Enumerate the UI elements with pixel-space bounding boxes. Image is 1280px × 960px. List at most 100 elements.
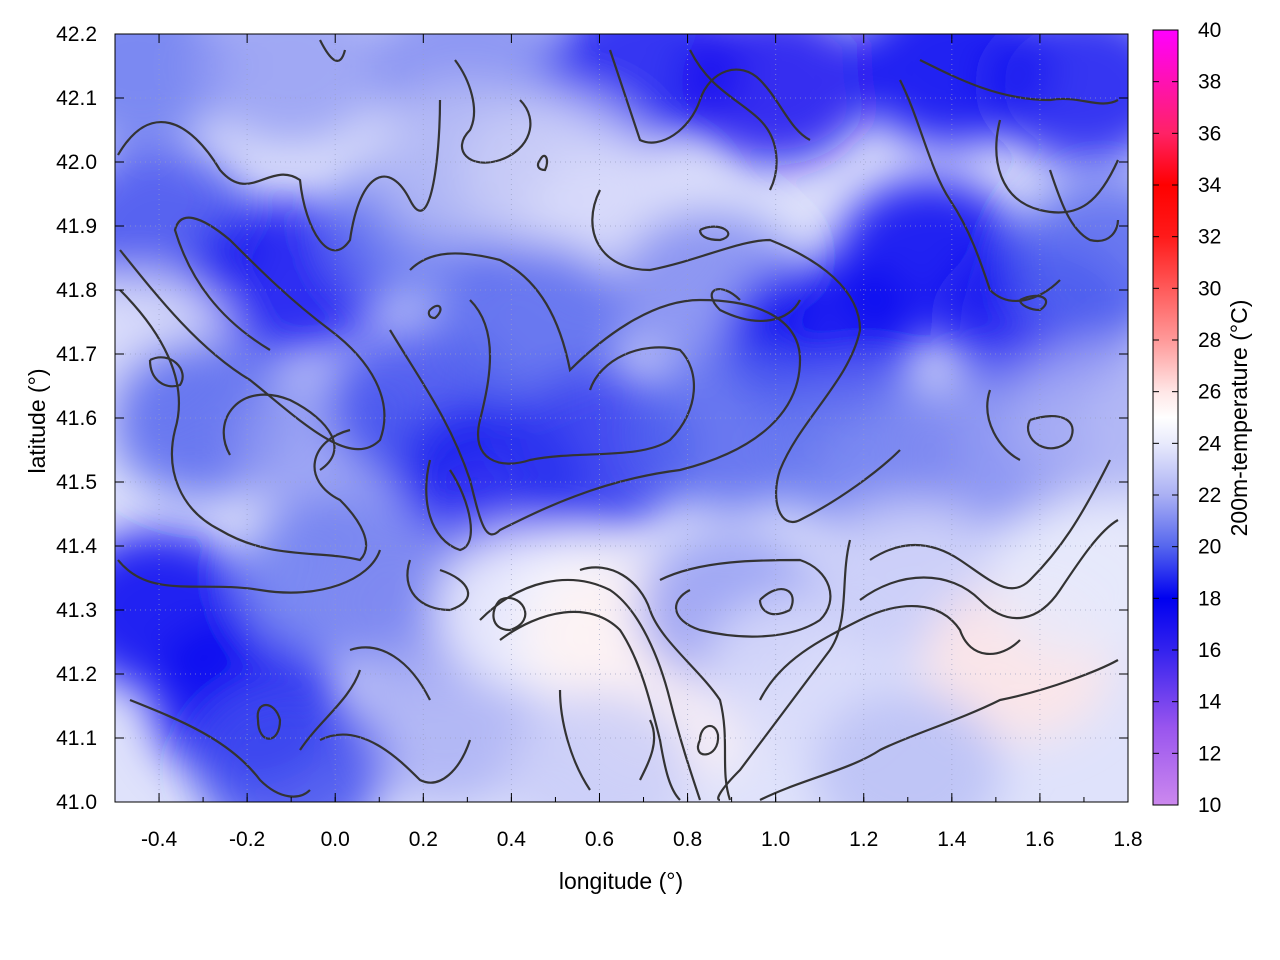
colorbar-tick-label: 16 xyxy=(1198,639,1221,662)
contour-line xyxy=(222,393,336,471)
contour-line xyxy=(759,604,1021,701)
contour-line xyxy=(479,578,702,801)
contour-line xyxy=(536,154,549,172)
y-tick-label: 41.5 xyxy=(56,471,97,494)
y-tick-label: 42.1 xyxy=(56,87,97,110)
contour-line xyxy=(659,558,832,638)
y-axis: 41.0 41.1 41.2 41.3 41.4 41.5 41.6 41.7 41.8 41.9… xyxy=(56,23,1128,814)
colorbar-fill xyxy=(1153,30,1178,805)
colorbar: 10 12 14 16 18 20 22 24 26 28 30 32 34 36 38 40 xyxy=(1152,19,1222,817)
colorbar-tick-label: 22 xyxy=(1198,484,1221,507)
contour-line xyxy=(919,59,1119,105)
x-axis: -0.4 -0.2 0.0 0.2 0.4 0.6 0.8 1.0 1.2 1.4 1.6 1.8 xyxy=(114,34,1143,851)
colorbar-tick-label: 26 xyxy=(1198,381,1221,404)
y-tick-label: 41.8 xyxy=(56,279,97,302)
colorbar-frame xyxy=(1152,29,1179,806)
contour-line xyxy=(454,59,532,164)
contour-line xyxy=(119,216,386,451)
x-tick-label: -0.4 xyxy=(141,828,178,851)
contour-line xyxy=(492,597,527,632)
heatmap-sample xyxy=(1011,338,1128,498)
y-tick-label: 41.7 xyxy=(56,343,97,366)
colorbar-tick-label: 24 xyxy=(1198,432,1222,455)
contour-line xyxy=(469,299,696,465)
contour-line xyxy=(389,252,802,536)
contour-line xyxy=(427,304,442,320)
contour-line xyxy=(117,99,442,252)
y-tick-label: 41.2 xyxy=(56,663,97,686)
grid-lines xyxy=(115,34,1128,802)
colorbar-tick-label: 32 xyxy=(1198,226,1221,249)
y-tick-label: 42.2 xyxy=(56,23,97,46)
contour-line xyxy=(1027,415,1074,450)
colorbar-tick-label: 40 xyxy=(1198,19,1221,42)
y-tick-label: 42.0 xyxy=(56,151,97,174)
heatmap-sample xyxy=(680,34,871,166)
contour-line xyxy=(558,689,591,791)
colorbar-tick-label: 38 xyxy=(1198,71,1221,94)
heatmap-sample xyxy=(1011,178,1128,338)
contour-line xyxy=(698,225,730,242)
contour-line xyxy=(696,724,720,756)
plot-area: -0.4 -0.2 0.0 0.2 0.4 0.6 0.8 1.0 1.2 1.4 1.6 1.8 4… xyxy=(56,23,1143,851)
heatmap-sample xyxy=(196,34,387,146)
x-tick-label: 0.6 xyxy=(585,828,614,851)
contour-line xyxy=(319,733,472,784)
heatmap-sample xyxy=(988,34,1128,166)
contour-line xyxy=(117,549,382,594)
contour-line xyxy=(256,703,282,740)
y-tick-label: 41.0 xyxy=(56,791,97,814)
contour-line xyxy=(119,289,368,562)
y-tick-label: 41.6 xyxy=(56,407,97,430)
contour-line xyxy=(349,646,431,701)
heatmap-sample xyxy=(812,690,1003,802)
contour-line xyxy=(899,79,1061,302)
x-tick-label: 1.2 xyxy=(849,828,878,851)
contour-line xyxy=(689,49,778,191)
heatmap-sample xyxy=(504,690,695,802)
contour-line xyxy=(1048,169,1120,243)
colorbar-tick-label: 12 xyxy=(1198,742,1221,765)
contour-line xyxy=(639,719,656,781)
contour-line xyxy=(986,389,1021,461)
colorbar-tick-label: 20 xyxy=(1198,536,1221,559)
contour-line xyxy=(425,459,472,552)
heatmap-sample xyxy=(438,242,629,402)
contour-lines xyxy=(117,39,1120,802)
heatmap-sample xyxy=(988,498,1128,658)
heatmap-sample xyxy=(350,645,541,802)
contour-line xyxy=(591,189,901,523)
x-tick-label: 0.0 xyxy=(321,828,350,851)
x-tick-label: 0.8 xyxy=(673,828,702,851)
contour-line xyxy=(148,356,184,388)
y-tick-label: 41.1 xyxy=(56,727,97,750)
contour-line xyxy=(759,659,1119,801)
y-axis-label: latitude (°) xyxy=(24,368,50,473)
contour-line xyxy=(319,39,347,62)
y-tick-label: 41.4 xyxy=(56,535,97,558)
colorbar-tick-label: 36 xyxy=(1198,122,1221,145)
contour-line xyxy=(299,669,362,751)
colorbar-tick-label: 34 xyxy=(1198,174,1222,197)
colorbar-tick-label: 14 xyxy=(1198,691,1222,714)
contour-line xyxy=(129,698,311,798)
contour-line xyxy=(869,459,1111,590)
contour-line xyxy=(717,539,852,802)
contour-line xyxy=(710,288,801,322)
colorbar-ticks: 10 12 14 16 18 20 22 24 26 28 30 32 34 36 38 40 xyxy=(1153,19,1222,817)
heatmap-sample xyxy=(196,690,387,802)
x-tick-label: 0.2 xyxy=(409,828,438,851)
contour-line xyxy=(579,566,732,801)
colorbar-tick-label: 28 xyxy=(1198,329,1221,352)
colorbar-tick-label: 30 xyxy=(1198,277,1221,300)
x-axis-label: longitude (°) xyxy=(559,868,683,894)
colorbar-tick-label: 18 xyxy=(1198,587,1221,610)
x-tick-label: 1.0 xyxy=(761,828,790,851)
x-tick-label: 1.6 xyxy=(1025,828,1054,851)
contour-line xyxy=(499,610,681,801)
y-tick-label: 41.9 xyxy=(56,215,97,238)
y-tick-label: 41.3 xyxy=(56,599,97,622)
colorbar-tick-label: 10 xyxy=(1198,794,1221,817)
x-tick-label: -0.2 xyxy=(229,828,265,851)
